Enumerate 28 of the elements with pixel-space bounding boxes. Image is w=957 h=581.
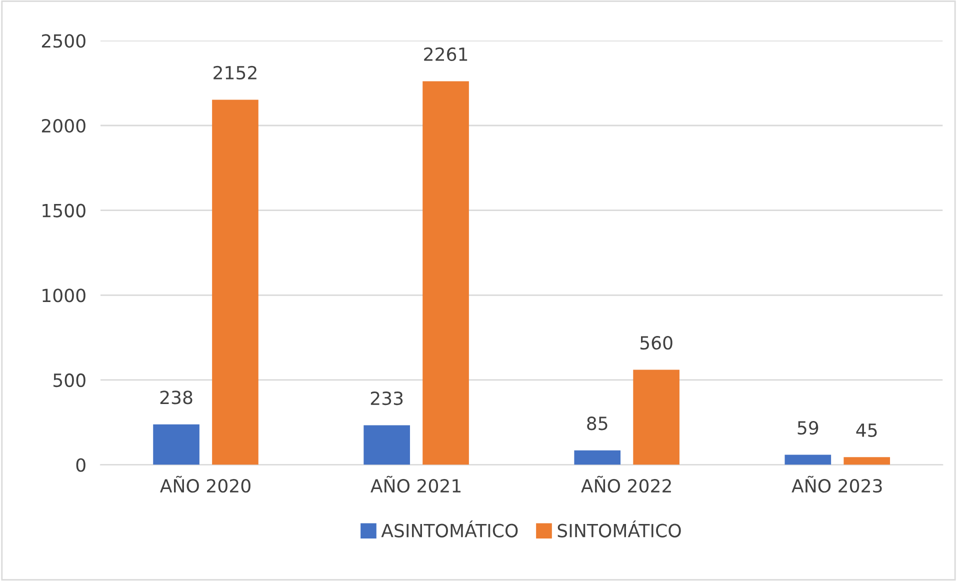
y-tick-label: 2500 <box>42 34 86 48</box>
bar <box>422 81 469 465</box>
data-label: 45 <box>856 424 877 437</box>
x-tick-label: AÑO 2020 <box>160 476 250 493</box>
bar <box>844 457 890 465</box>
bar <box>633 370 680 465</box>
bar <box>364 425 410 465</box>
bar <box>153 424 200 465</box>
x-tick-label: AÑO 2022 <box>581 476 671 493</box>
data-label: 85 <box>587 416 608 430</box>
y-tick-label: 500 <box>54 373 86 388</box>
legend-label: ASINTOMÁTICO <box>381 520 518 538</box>
data-label: 560 <box>640 336 672 350</box>
data-label: 233 <box>370 391 403 406</box>
data-label: 2152 <box>214 66 256 80</box>
x-tick-label: AÑO 2021 <box>370 476 461 493</box>
y-tick-label: 1500 <box>42 204 86 218</box>
bar <box>574 450 621 465</box>
y-tick-label: 1000 <box>42 288 86 302</box>
legend-label: SINTOMÁTICO <box>558 520 681 538</box>
data-label: 2261 <box>424 47 468 62</box>
data-label: 238 <box>160 390 192 404</box>
bar <box>784 454 832 465</box>
y-tick-label: 2000 <box>42 118 86 133</box>
y-tick-label: 0 <box>76 458 86 472</box>
x-tick-label: AÑO 2023 <box>792 476 882 493</box>
data-label: 59 <box>798 420 818 435</box>
bar <box>212 100 258 465</box>
